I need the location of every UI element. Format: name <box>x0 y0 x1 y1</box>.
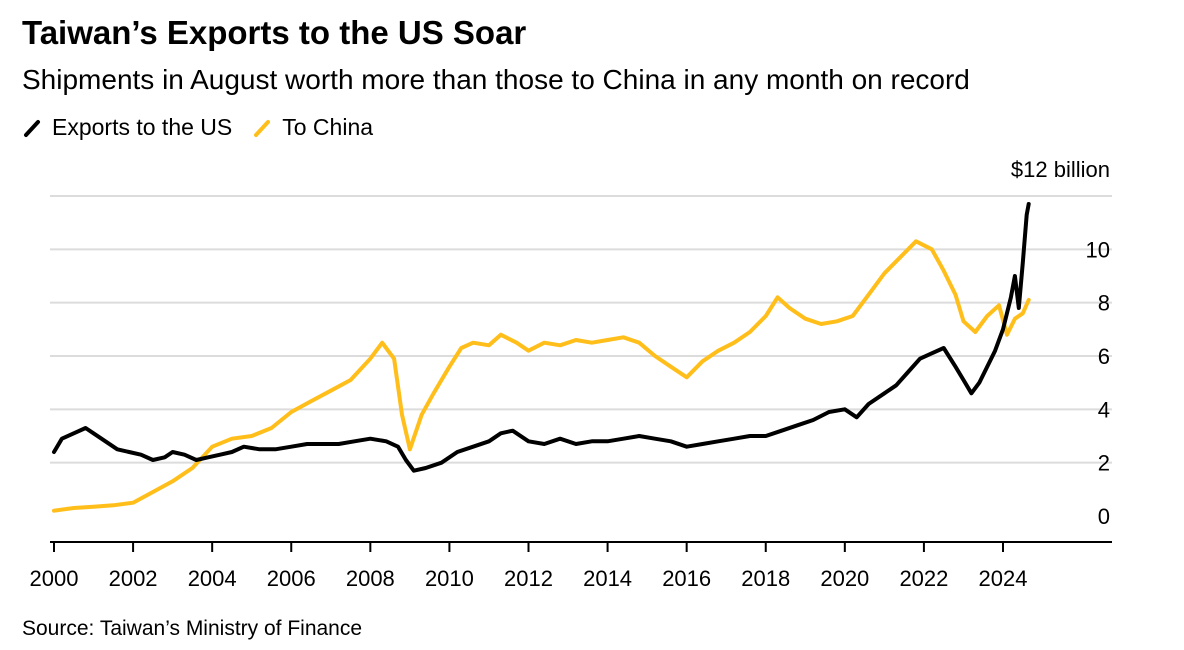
x-tick-label-2010: 2010 <box>425 566 474 591</box>
x-tick-label-2024: 2024 <box>979 566 1028 591</box>
grid-lines <box>50 195 1112 464</box>
y-tick-label-10: 10 <box>1086 237 1110 262</box>
legend-swatch-china <box>254 119 271 137</box>
x-tick-label-2008: 2008 <box>346 566 395 591</box>
axes: 2000 2002 2004 2006 2008 2010 2012 2014 2016 2018… <box>30 237 1112 591</box>
y-tick-label-8: 8 <box>1098 291 1110 316</box>
x-tick-label-2020: 2020 <box>820 566 869 591</box>
series-lines <box>52 202 1031 513</box>
x-tick-label-2018: 2018 <box>741 566 790 591</box>
y-tick-label-2: 2 <box>1098 451 1110 476</box>
x-tick-label-2002: 2002 <box>109 566 158 591</box>
x-tick-label-2022: 2022 <box>899 566 948 591</box>
chart-title: Taiwan’s Exports to the US Soar <box>22 14 527 51</box>
series-line-us <box>52 202 1031 473</box>
legend-item-china: To China <box>252 114 373 141</box>
y-tick-label-6: 6 <box>1098 344 1110 369</box>
y-unit-label: $12 billion <box>1011 157 1110 182</box>
x-tick-label-2006: 2006 <box>267 566 316 591</box>
legend: Exports to the US To China <box>22 114 393 141</box>
series-line-china <box>52 239 1031 513</box>
legend-swatch-us <box>24 119 40 137</box>
legend-item-us: Exports to the US <box>22 114 232 141</box>
legend-label-china: To China <box>282 114 374 140</box>
x-tick-label-2012: 2012 <box>504 566 553 591</box>
chart-subtitle: Shipments in August worth more than thos… <box>22 64 970 95</box>
x-tick-label-2004: 2004 <box>188 566 237 591</box>
x-tick-label-2014: 2014 <box>583 566 632 591</box>
y-tick-label-4: 4 <box>1098 397 1110 422</box>
x-tick-label-2016: 2016 <box>662 566 711 591</box>
y-tick-label-0: 0 <box>1098 504 1110 529</box>
source-note: Source: Taiwan’s Ministry of Finance <box>22 617 363 640</box>
x-tick-label-2000: 2000 <box>30 566 79 591</box>
legend-label-us: Exports to the US <box>52 114 233 140</box>
